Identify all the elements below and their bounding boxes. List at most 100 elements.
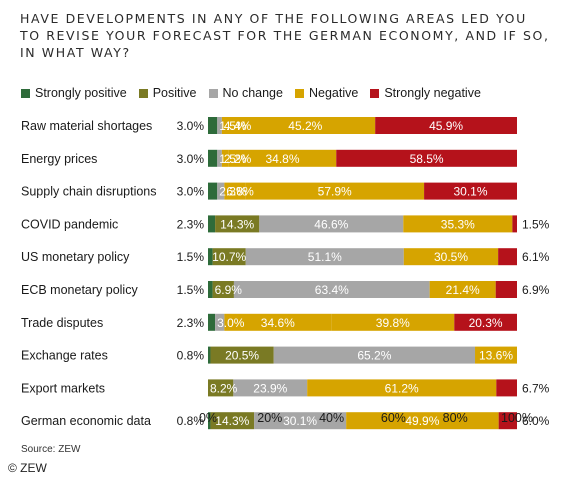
data-label: 21.4% <box>446 283 480 297</box>
bar-segment <box>208 117 218 134</box>
category-label: Export markets <box>21 381 105 395</box>
bar-segment <box>346 412 499 430</box>
bar-segment <box>259 215 404 233</box>
data-label: 2.3% <box>219 185 247 199</box>
legend-swatch <box>294 88 304 98</box>
bar-segment <box>233 281 430 298</box>
bar-segment <box>498 412 517 430</box>
data-label: 39.8% <box>376 316 410 330</box>
legend-swatch <box>138 88 148 98</box>
legend-label: Strongly positive <box>35 86 127 100</box>
bar-segment <box>512 215 517 233</box>
x-tick-label: 60% <box>381 411 406 425</box>
data-label: 1.5% <box>177 250 205 264</box>
bar-segment <box>403 248 499 266</box>
bar-segment <box>224 182 246 200</box>
legend-item: Positive <box>138 86 197 100</box>
bar-segment <box>210 412 255 430</box>
bar-segment <box>233 379 308 397</box>
data-label: 3.0% <box>217 316 245 330</box>
chart-title: HAVE DEVELOPMENTS IN ANY OF THE FOLLOWIN… <box>20 10 550 61</box>
data-label: 13.6% <box>479 349 513 363</box>
category-label: German economic data <box>21 414 151 428</box>
category-label: Energy prices <box>21 152 97 166</box>
bar-segment <box>235 117 376 134</box>
data-label: 6.9% <box>215 283 243 297</box>
data-label: 8.2% <box>210 381 238 395</box>
data-label: 2.3% <box>177 217 205 231</box>
data-label: 20.3% <box>469 316 503 330</box>
category-label: Raw material shortages <box>21 119 152 133</box>
bar-segment <box>217 182 225 200</box>
data-label: 3.0% <box>177 119 205 133</box>
bar-segment <box>475 346 517 364</box>
data-label: 30.5% <box>434 250 468 264</box>
bar-segment <box>245 182 425 200</box>
data-label: 30.1% <box>283 414 317 428</box>
bar-segment <box>208 281 213 298</box>
legend-item: Negative <box>294 86 359 100</box>
bar-segment <box>331 313 455 331</box>
data-label: 14.3% <box>215 414 249 428</box>
bar-segment <box>224 313 332 331</box>
bar-segment <box>429 281 496 298</box>
data-label: 63.4% <box>315 283 349 297</box>
bar-segment <box>221 149 229 167</box>
data-label: 6.1% <box>522 250 550 264</box>
data-label: 6.0% <box>522 414 550 428</box>
data-label: 2.3% <box>177 316 205 330</box>
bar-segment <box>273 346 476 364</box>
data-label: 34.6% <box>261 316 295 330</box>
legend-label: No change <box>222 86 283 100</box>
data-label: 1.5% <box>522 217 550 231</box>
x-tick-label: 20% <box>257 411 282 425</box>
bar-segment <box>336 149 517 167</box>
bar-segment <box>208 313 216 331</box>
chart-title-line-2: TO REVISE YOUR FORECAST FOR THE GERMAN E… <box>20 28 550 43</box>
data-label: 1.5% <box>177 283 205 297</box>
data-label: 57.9% <box>318 185 352 199</box>
data-label: 45.2% <box>288 119 322 133</box>
legend-swatch <box>208 88 218 98</box>
legend-item: Strongly negative <box>370 86 481 100</box>
bar-segment <box>208 215 216 233</box>
category-label: US monetary policy <box>21 250 130 264</box>
data-label: 61.2% <box>385 381 419 395</box>
legend-label: Positive <box>152 86 197 100</box>
data-label: 1.5% <box>219 152 247 166</box>
data-label: 65.2% <box>357 349 391 363</box>
legend-label: Negative <box>308 86 359 100</box>
data-label: 49.9% <box>405 414 439 428</box>
bar-segment <box>498 248 517 266</box>
bar-segment <box>307 379 497 397</box>
bar-segment <box>208 412 211 430</box>
data-label: 23.9% <box>253 381 287 395</box>
chart-title-line-3: IN WHAT WAY? <box>20 45 131 60</box>
bar-segment <box>495 281 517 298</box>
data-label: 10.7% <box>212 250 246 264</box>
data-label: 58.5% <box>410 152 444 166</box>
bar-segment <box>208 182 218 200</box>
legend-label: Strongly negative <box>384 86 481 100</box>
x-tick-label: 100% <box>501 411 533 425</box>
data-label: 51.1% <box>308 250 342 264</box>
copyright-note: © ZEW <box>8 461 47 475</box>
data-label: 3.0% <box>177 185 205 199</box>
x-tick-label: 0% <box>199 411 217 425</box>
legend-item: No change <box>208 86 283 100</box>
data-label: 46.6% <box>314 217 348 231</box>
data-label: 4.4% <box>224 119 252 133</box>
category-label: Supply chain disruptions <box>21 185 157 199</box>
data-label: 6.7% <box>522 381 550 395</box>
chart-legend: Strongly positive Positive No change Negati… <box>21 86 493 100</box>
bar-segment <box>454 313 517 331</box>
bar-segment <box>208 149 218 167</box>
bar-segment <box>424 182 517 200</box>
bar-segment <box>254 412 347 430</box>
bar-segment <box>403 215 513 233</box>
bar-segment <box>228 149 337 167</box>
bar-segment <box>496 379 517 397</box>
x-tick-label: 40% <box>319 411 344 425</box>
bar-segment <box>215 313 225 331</box>
bar-segment <box>217 117 222 134</box>
